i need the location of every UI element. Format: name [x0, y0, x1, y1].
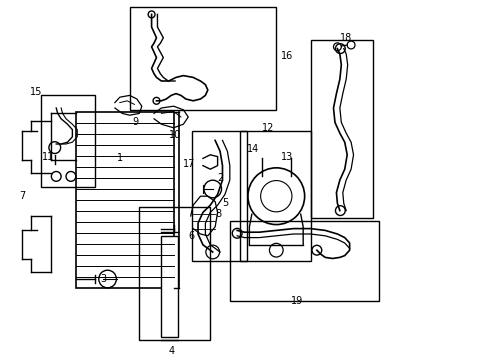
- Text: 5: 5: [222, 198, 228, 208]
- Bar: [310, 40, 372, 218]
- Text: 3: 3: [100, 274, 106, 284]
- Bar: [239, 131, 310, 261]
- Bar: [161, 236, 178, 337]
- Text: 13: 13: [281, 152, 293, 162]
- Bar: [139, 207, 210, 340]
- Text: 1: 1: [117, 153, 123, 163]
- Text: 16: 16: [281, 51, 293, 61]
- Text: 9: 9: [132, 117, 138, 127]
- Text: 18: 18: [339, 33, 351, 43]
- Text: 14: 14: [246, 144, 259, 154]
- Bar: [129, 7, 276, 110]
- Bar: [192, 131, 246, 261]
- Bar: [229, 221, 378, 301]
- Text: 8: 8: [215, 209, 221, 219]
- Bar: [76, 112, 173, 288]
- Text: 17: 17: [183, 159, 195, 169]
- Text: 2: 2: [217, 173, 224, 183]
- Text: 12: 12: [261, 123, 273, 133]
- Text: 6: 6: [188, 231, 194, 241]
- Bar: [41, 95, 95, 187]
- Text: 15: 15: [30, 87, 42, 97]
- Text: 4: 4: [168, 346, 175, 356]
- Text: 19: 19: [290, 296, 303, 306]
- Text: 7: 7: [20, 191, 26, 201]
- Text: 11: 11: [41, 152, 54, 162]
- Text: 10: 10: [168, 130, 181, 140]
